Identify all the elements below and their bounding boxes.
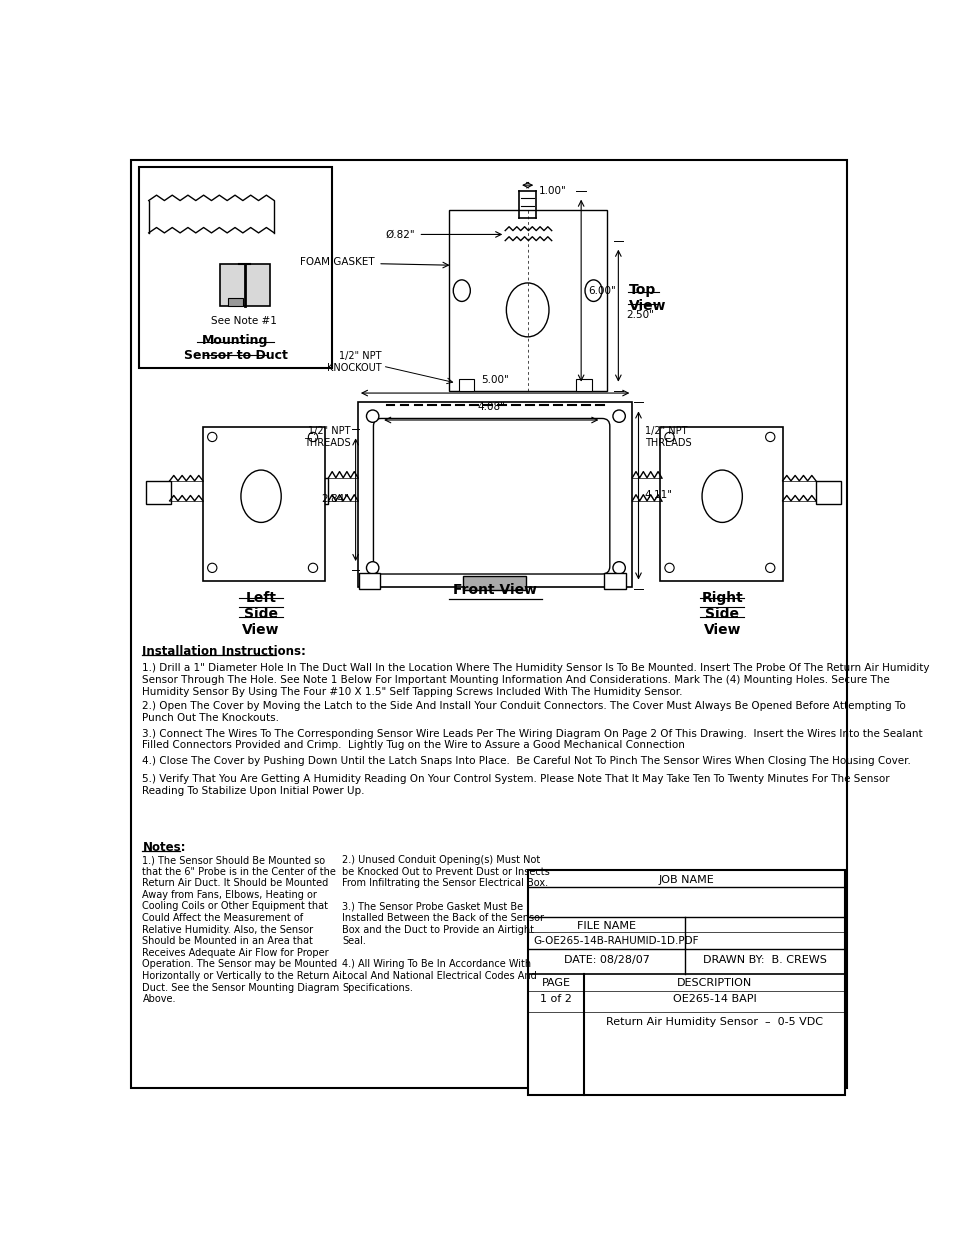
Text: 1.00": 1.00" <box>538 185 566 195</box>
Circle shape <box>664 563 674 573</box>
Text: 6.00": 6.00" <box>587 285 616 295</box>
Text: Notes:: Notes: <box>142 841 186 855</box>
Text: Front View: Front View <box>453 583 537 597</box>
Circle shape <box>765 563 774 573</box>
Bar <box>458 379 474 390</box>
Bar <box>146 480 171 504</box>
Bar <box>659 427 781 580</box>
Circle shape <box>366 410 378 422</box>
Circle shape <box>664 432 674 442</box>
Bar <box>661 478 684 504</box>
Ellipse shape <box>584 280 601 301</box>
Text: 1.) The Sensor Should Be Mounted so
that the 6" Probe is in the Center of the
Re: 1.) The Sensor Should Be Mounted so that… <box>142 855 346 1004</box>
Circle shape <box>208 563 216 573</box>
Text: DATE: 08/28/07: DATE: 08/28/07 <box>563 955 649 966</box>
Circle shape <box>308 432 317 442</box>
Text: 4.08": 4.08" <box>476 403 505 412</box>
Text: Return Air Humidity Sensor  –  0-5 VDC: Return Air Humidity Sensor – 0-5 VDC <box>605 1016 822 1026</box>
Text: PAGE: PAGE <box>541 978 570 988</box>
Circle shape <box>612 410 624 422</box>
Text: 3.) Connect The Wires To The Corresponding Sensor Wire Leads Per The Wiring Diag: 3.) Connect The Wires To The Correspondi… <box>142 729 923 751</box>
Text: FOAM GASKET: FOAM GASKET <box>300 257 375 267</box>
Text: 1 of 2: 1 of 2 <box>539 994 572 1004</box>
Text: See Note #1: See Note #1 <box>211 316 276 326</box>
Circle shape <box>612 562 624 574</box>
Text: 2.) Open The Cover by Moving the Latch to the Side And Install Your Conduit Conn: 2.) Open The Cover by Moving the Latch t… <box>142 701 905 722</box>
Text: 1/2" NPT
THREADS: 1/2" NPT THREADS <box>303 426 350 448</box>
Bar <box>305 478 328 504</box>
Text: 5.00": 5.00" <box>480 375 509 385</box>
Text: OE265-14 BAPI: OE265-14 BAPI <box>672 994 756 1004</box>
Text: 1/2" NPT
KNOCKOUT: 1/2" NPT KNOCKOUT <box>326 352 381 373</box>
Text: Mounting
Sensor to Duct: Mounting Sensor to Duct <box>183 335 287 362</box>
Bar <box>138 168 332 368</box>
Circle shape <box>765 432 774 442</box>
Bar <box>357 403 632 587</box>
Text: Top
View: Top View <box>629 283 666 314</box>
Text: FILE NAME: FILE NAME <box>577 921 636 931</box>
Ellipse shape <box>241 471 281 522</box>
Bar <box>528 871 843 1095</box>
Bar <box>203 427 325 580</box>
Text: 2.) Unused Conduit Opening(s) Must Not
be Knocked Out to Prevent Dust or Insects: 2.) Unused Conduit Opening(s) Must Not b… <box>342 855 550 993</box>
Ellipse shape <box>701 471 741 522</box>
Text: 2.84": 2.84" <box>321 494 349 504</box>
Text: 4.) Close The Cover by Pushing Down Until the Latch Snaps Into Place.  Be Carefu: 4.) Close The Cover by Pushing Down Unti… <box>142 757 910 767</box>
Circle shape <box>366 562 378 574</box>
Text: 4.11": 4.11" <box>644 490 672 500</box>
Bar <box>815 480 840 504</box>
Text: 2.50": 2.50" <box>625 310 654 320</box>
Bar <box>462 577 525 590</box>
Text: Left
Side
View: Left Side View <box>242 592 279 637</box>
Text: JOB NAME: JOB NAME <box>658 876 714 885</box>
Bar <box>448 210 607 390</box>
Bar <box>576 379 592 390</box>
Text: G-OE265-14B-RAHUMID-1D.PDF: G-OE265-14B-RAHUMID-1D.PDF <box>533 936 698 946</box>
Text: Installation Instructions:: Installation Instructions: <box>142 645 306 658</box>
Bar <box>604 573 625 589</box>
Circle shape <box>208 432 216 442</box>
Bar <box>220 264 270 306</box>
Circle shape <box>308 563 317 573</box>
Text: Ø.82": Ø.82" <box>385 230 415 240</box>
FancyBboxPatch shape <box>373 419 609 574</box>
Text: 1/2" NPT
THREADS: 1/2" NPT THREADS <box>644 426 691 448</box>
Text: 1.) Drill a 1" Diameter Hole In The Duct Wall In the Location Where The Humidity: 1.) Drill a 1" Diameter Hole In The Duct… <box>142 663 929 697</box>
Ellipse shape <box>453 280 470 301</box>
Text: Right
Side
View: Right Side View <box>700 592 742 637</box>
Bar <box>358 573 380 589</box>
Text: 5.) Verify That You Are Getting A Humidity Reading On Your Control System. Pleas: 5.) Verify That You Are Getting A Humidi… <box>142 774 889 795</box>
Text: DESCRIPTION: DESCRIPTION <box>676 978 751 988</box>
Bar <box>228 299 243 306</box>
Text: DRAWN BY:  B. CREWS: DRAWN BY: B. CREWS <box>702 955 826 966</box>
Ellipse shape <box>506 283 548 337</box>
